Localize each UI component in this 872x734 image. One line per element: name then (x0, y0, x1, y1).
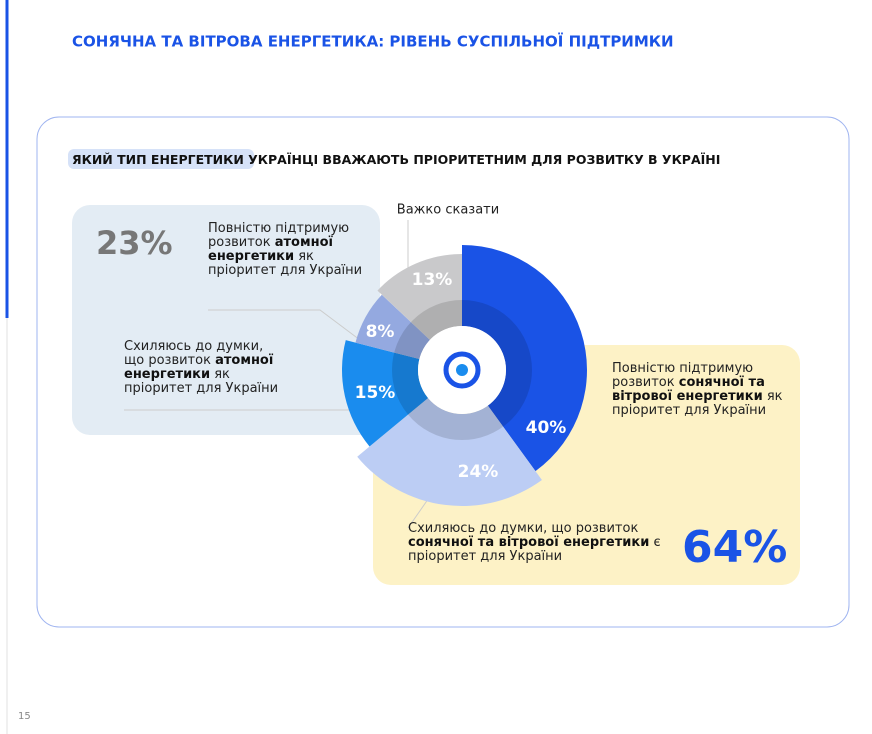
total-nuclear: 23% (96, 224, 173, 262)
callout: Схиляюсь до думки, що розвиток сонячної … (408, 521, 661, 564)
logo (443, 351, 481, 389)
page-title: СОНЯЧНА ТА ВІТРОВА ЕНЕРГЕТИКА: РІВЕНЬ СУ… (72, 32, 674, 51)
callout: Повністю підтримую розвиток сонячної та … (612, 361, 783, 418)
chart-title: ЯКИЙ ТИП ЕНЕРГЕТИКИ УКРАЇНЦІ ВВАЖАЮТЬ ПР… (72, 152, 720, 167)
category-label: Важко сказати (397, 203, 499, 218)
logo-core (456, 364, 468, 376)
callout: Схиляюсь до думки, що розвиток атомної е… (124, 339, 279, 396)
donut-segment (355, 294, 430, 360)
value-label: 15% (355, 383, 396, 403)
value-label: 13% (412, 270, 453, 290)
title-highlight-bg (68, 149, 254, 169)
donut: 40% 24% 15% 8% 13% Важко сказати (342, 203, 588, 506)
left-box (72, 205, 380, 435)
page-number: 15 (18, 711, 31, 722)
value-label: 40% (526, 418, 567, 438)
inner-shade (392, 300, 532, 440)
value-label: 8% (366, 322, 395, 342)
frame (36, 116, 850, 628)
value-label: 24% (458, 462, 499, 482)
title-rest: УКРАЇНЦІ ВВАЖАЮТЬ ПРІОРИТЕТНИМ ДЛЯ РОЗВИ… (248, 152, 720, 167)
title-highlight: ЯКИЙ ТИП ЕНЕРГЕТИКИ (72, 152, 244, 167)
donut-segment (357, 398, 542, 506)
leader (208, 309, 361, 341)
donut-segment (462, 245, 588, 472)
donut-segment (342, 340, 429, 447)
total-renewable: 64% (682, 522, 787, 573)
donut-segment (377, 254, 462, 340)
callout: Повністю підтримую розвиток атомної енер… (208, 221, 363, 278)
